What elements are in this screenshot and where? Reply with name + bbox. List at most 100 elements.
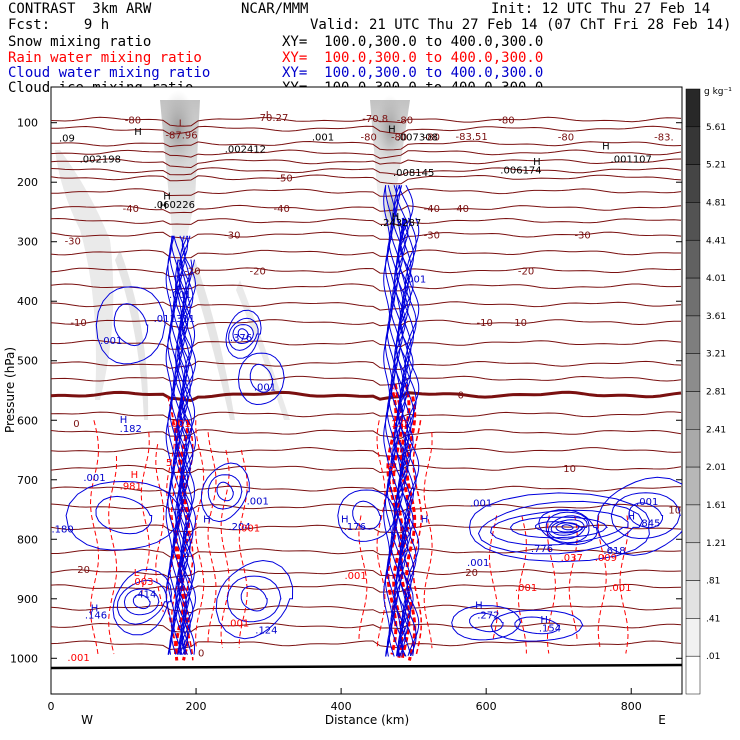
cloud-water-column: [388, 185, 399, 657]
colorbar-swatch: [685, 315, 701, 354]
rain-water-label: .001: [168, 419, 190, 430]
colorbar-swatch: [685, 504, 701, 543]
cloud-water-cell: [95, 495, 153, 535]
y-tick-label: 800: [17, 533, 38, 546]
isotherm-label: -83.51: [456, 132, 488, 143]
cloud-water-label: .618: [603, 546, 625, 557]
cloud-water-column: [395, 217, 404, 656]
cloud-water-column: [386, 185, 396, 657]
rain-contour: [517, 515, 527, 654]
isotherm-line: [51, 158, 682, 169]
snow-ice-label: .001107: [611, 154, 652, 165]
cloud-water-label: .001: [83, 473, 105, 484]
cloud-water-cell: [550, 519, 585, 536]
y-tick-label: 700: [17, 474, 38, 487]
plot-area: [50, 86, 683, 695]
rain-contour: [376, 420, 386, 649]
high-marker: H: [540, 615, 548, 626]
isotherm-line: [51, 249, 681, 259]
cloud-water-label: .001: [467, 558, 489, 569]
field-xy-rain: XY= 100.0,300.0 to 400.0,300.0: [282, 50, 544, 66]
isotherm-line: [51, 360, 682, 370]
cloud-water-cell: [232, 324, 255, 345]
colorbar-label: 2.01: [706, 463, 726, 473]
cloud-water-column: [184, 259, 196, 655]
isotherm-line: [51, 167, 682, 176]
rain-contour: [108, 455, 118, 655]
rain-water-label: .037: [561, 553, 583, 564]
x-tick-label: 200: [186, 700, 207, 713]
isotherm-label: -70.27: [256, 113, 288, 124]
colorbar-unit: g kg⁻¹: [704, 87, 732, 97]
low-marker: L: [179, 119, 185, 130]
isotherm-label: -40: [424, 204, 440, 215]
isotherm-label: -80: [125, 116, 141, 127]
isotherm-line: [51, 125, 682, 135]
cloud-water-column: [179, 235, 194, 655]
cloud-water-label: .001: [169, 290, 191, 301]
model-title: CONTRAST 3km ARW: [8, 1, 152, 17]
y-tick-label: 500: [17, 355, 38, 368]
colorbar-swatch: [685, 429, 701, 468]
colorbar-label: 2.81: [706, 388, 726, 398]
rain-water-label: 6.: [387, 463, 397, 474]
cloud-water-cell: [200, 462, 250, 523]
cloud-water-column: [178, 259, 188, 655]
snow-ice-label: .002412: [225, 144, 266, 155]
rain-water-label: .001: [227, 619, 249, 630]
rain-water-label: .003: [131, 577, 153, 588]
y-tick-label: 300: [17, 236, 38, 249]
colorbar-swatch: [685, 618, 701, 657]
cloud-water-label: .001: [247, 497, 269, 508]
rain-water-label: .009: [595, 553, 617, 564]
cloud-water-label: .180: [51, 525, 73, 536]
rain-water-label: .001: [515, 583, 537, 594]
cloud-water-cell: [451, 605, 522, 641]
cloud-water-cell: [555, 522, 580, 533]
colorbar-label: 4.81: [706, 198, 726, 208]
high-marker: H: [475, 601, 483, 612]
cloud-water-contours: [65, 184, 682, 657]
field-name-cloud-water: Cloud water mixing ratio: [8, 65, 211, 81]
high-marker: H: [533, 157, 541, 168]
snow-ice-label: .008145: [393, 168, 434, 179]
high-marker: H: [120, 415, 128, 426]
high-marker: H: [341, 514, 349, 525]
cloud-water-cell: [95, 286, 166, 365]
cloud-water-cell: [628, 502, 664, 529]
isotherm-line: [51, 204, 682, 214]
rain-contour: [195, 420, 205, 649]
cloud-water-cell: [596, 476, 682, 556]
axes: 0 200 400 600 800100200300400500600700800900…: [10, 117, 682, 713]
isotherm-line: [51, 231, 682, 241]
y-tick-label: 600: [17, 414, 38, 427]
isotherm-line: [51, 446, 682, 457]
isotherm-label: -30: [574, 231, 590, 242]
field-name-rain: Rain water mixing ratio: [8, 50, 202, 66]
cloud-water-cell: [216, 481, 234, 502]
cloud-water-label: .001: [100, 336, 122, 347]
colorbar-swatch: [685, 353, 701, 392]
valid-time: Valid: 21 UTC Thu 27 Feb 14 (07 ChT Fri …: [310, 17, 732, 33]
isotherm-line: [51, 503, 682, 513]
cloud-water-column: [165, 235, 173, 655]
colorbar-swatch: [685, 88, 701, 128]
cloud-water-cell: [225, 309, 262, 359]
rain-water-label: .001: [67, 653, 89, 664]
isotherm-label: -80: [558, 132, 574, 143]
colorbar-swatch: [685, 202, 701, 241]
cloud-water-label: .124: [255, 626, 277, 637]
colorbar-label: .41: [706, 614, 720, 624]
rain-contour: [568, 515, 578, 642]
rain-contour: [140, 432, 150, 595]
low-marker: L: [134, 568, 140, 579]
low-marker: L: [266, 110, 272, 121]
cloud-water-column: [182, 259, 193, 655]
high-marker: H: [421, 514, 429, 525]
cloud-water-cell: [547, 515, 588, 540]
cloud-water-column: [167, 235, 176, 655]
isotherm-label: -50: [276, 173, 292, 184]
cloud-water-cell: [112, 568, 173, 636]
cloud-water-cell: [123, 588, 160, 616]
